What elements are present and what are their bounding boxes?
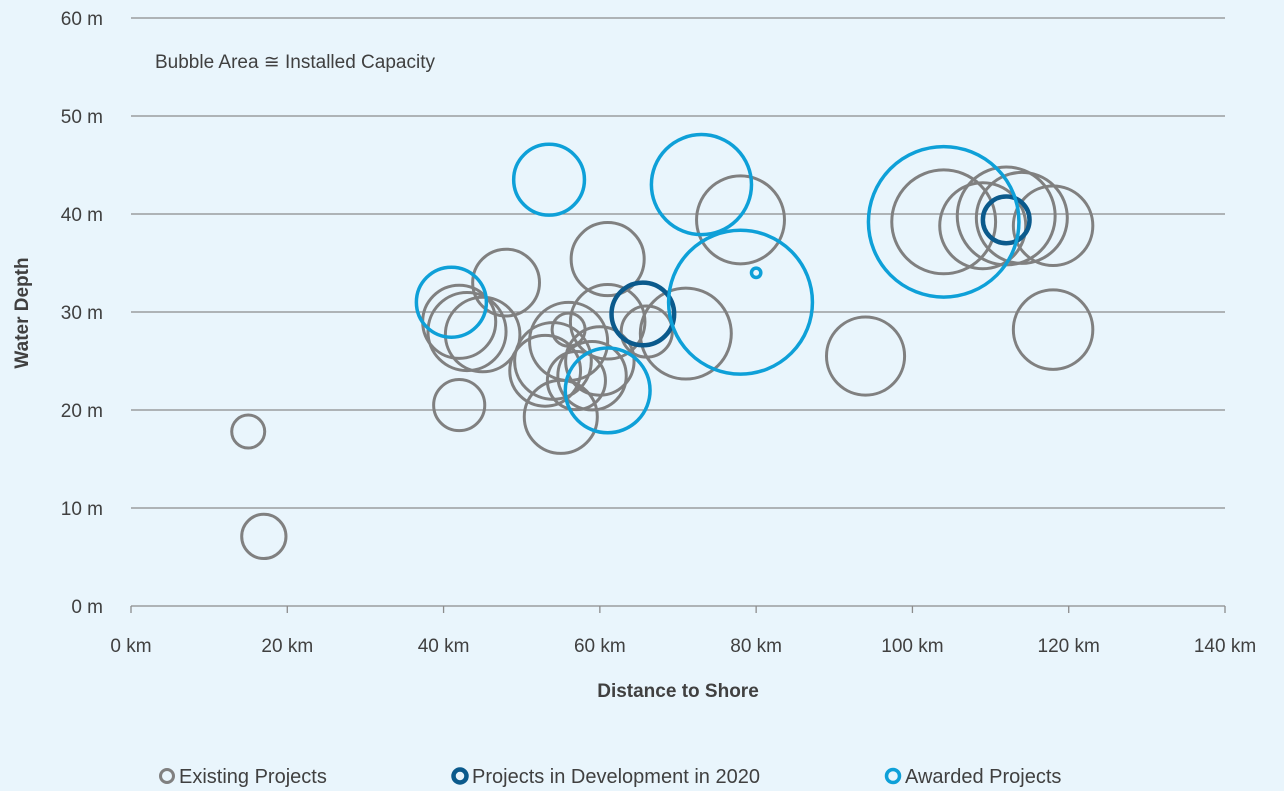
bubble <box>432 378 487 433</box>
y-axis-ticks: 0 m 10 m 20 m 30 m 40 m 50 m 60 m <box>61 9 103 618</box>
series-1 <box>230 165 1095 561</box>
series-2 <box>609 194 1032 348</box>
x-tick-label: 20 km <box>261 636 313 657</box>
bubble <box>471 247 541 318</box>
legend: Existing Projects Projects in Development… <box>159 766 1061 788</box>
legend-label: Awarded Projects <box>905 766 1061 788</box>
bubble <box>666 228 815 376</box>
bubble <box>443 295 522 374</box>
gridlines <box>131 17 1225 509</box>
bubble <box>824 315 907 397</box>
bubbles <box>230 132 1095 561</box>
x-axis-title: Distance to Shore <box>597 681 759 702</box>
bubble <box>545 350 607 412</box>
y-tick-label: 10 m <box>61 499 103 520</box>
y-tick-label: 0 m <box>71 597 103 618</box>
bubble <box>1011 184 1095 267</box>
y-tick-label: 60 m <box>61 9 103 30</box>
capacity-note: Bubble Area ≅ Installed Capacity <box>155 52 435 73</box>
bubble <box>426 291 508 373</box>
bubble <box>550 311 587 348</box>
x-tick-label: 40 km <box>418 636 470 657</box>
bubble <box>980 194 1032 246</box>
bubble <box>638 286 733 381</box>
y-tick-label: 20 m <box>61 401 103 422</box>
y-tick-label: 40 m <box>61 205 103 226</box>
bubble <box>230 413 267 450</box>
series-3 <box>414 132 1021 435</box>
x-tick-label: 140 km <box>1194 636 1256 657</box>
bubble <box>938 181 1028 271</box>
x-tick-label: 120 km <box>1038 636 1100 657</box>
bubble <box>974 170 1069 265</box>
legend-label: Projects in Development in 2020 <box>472 766 760 788</box>
legend-marker <box>884 767 902 785</box>
y-tick-label: 50 m <box>61 107 103 128</box>
x-axis-ticks: 0 km 20 km 40 km 60 km 80 km 100 km 120 km 140 … <box>110 636 1256 657</box>
bubble <box>890 168 998 276</box>
bubble <box>508 333 583 408</box>
bubble <box>695 174 786 266</box>
bubble <box>649 132 754 237</box>
bubble <box>749 266 763 280</box>
legend-marker <box>159 768 175 784</box>
bubble <box>866 144 1021 299</box>
x-tick-label: 80 km <box>730 636 782 657</box>
bubble <box>563 346 652 435</box>
bubble <box>240 512 288 561</box>
bubble <box>619 304 674 359</box>
legend-label: Existing Projects <box>179 766 327 788</box>
y-axis-title: Water Depth <box>12 257 33 368</box>
bubble <box>569 221 646 298</box>
bubble <box>556 339 628 412</box>
bubble <box>414 265 489 339</box>
bubble <box>1011 288 1095 371</box>
bubble <box>528 300 610 382</box>
bubble <box>609 280 677 348</box>
x-tick-label: 100 km <box>881 636 943 657</box>
x-axis <box>130 605 1226 613</box>
bubble <box>511 142 587 217</box>
legend-marker <box>451 767 469 785</box>
bubble <box>568 283 647 361</box>
y-tick-label: 30 m <box>61 303 103 324</box>
x-tick-label: 0 km <box>110 636 151 657</box>
x-tick-label: 60 km <box>574 636 626 657</box>
bubble <box>564 325 636 397</box>
